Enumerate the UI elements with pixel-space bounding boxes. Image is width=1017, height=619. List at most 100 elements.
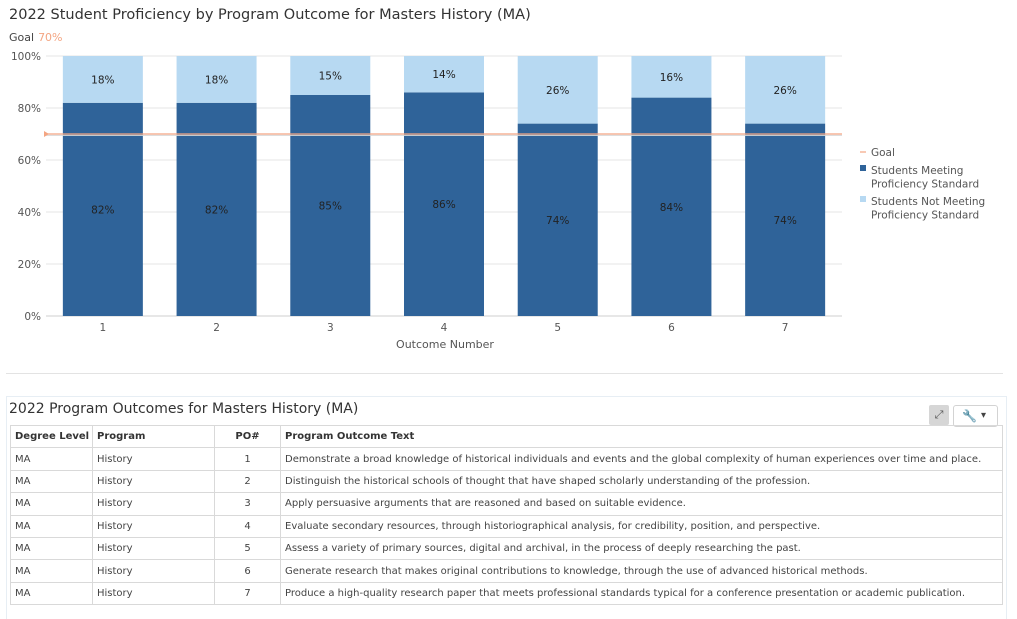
legend-goal-label: Goal <box>871 147 895 159</box>
cell-program: History <box>92 581 215 606</box>
cell-po-number: 1 <box>214 447 281 471</box>
bar-not-meeting <box>62 56 143 103</box>
chart-title: 2022 Student Proficiency by Program Outc… <box>9 7 531 23</box>
cell-po-number: 4 <box>214 514 281 538</box>
table-title: 2022 Program Outcomes for Masters Histor… <box>9 401 359 417</box>
table-row: MA History 1 Demonstrate a broad knowledge … <box>10 447 1003 471</box>
cell-outcome-text: Evaluate secondary resources, through hi… <box>280 514 1003 538</box>
x-tick-label: 6 <box>668 322 675 334</box>
data-label: 26% <box>773 85 796 97</box>
data-label: 82% <box>205 204 228 216</box>
data-label: 15% <box>319 71 342 83</box>
legend-series-label: Students Meeting Proficiency Standard <box>871 165 979 191</box>
outcomes-table-panel: 2022 Program Outcomes for Masters Histor… <box>6 396 1007 619</box>
bar-not-meeting <box>290 56 371 95</box>
data-label: 18% <box>91 74 114 86</box>
goal-caption-label: Goal <box>9 31 35 44</box>
cell-outcome-text: Distinguish the historical schools of th… <box>280 469 1003 494</box>
wrench-icon: 🔧 <box>962 409 977 423</box>
data-label: 14% <box>432 69 455 81</box>
data-label: 74% <box>546 215 569 227</box>
data-label: 16% <box>660 72 683 84</box>
table-row: MA History 7 Produce a high-quality researc… <box>10 581 1003 606</box>
legend-series-label: Students Not Meeting Proficiency Standard <box>871 196 985 222</box>
stacked-bar-chart: 0% 20% 40% 60% 80% 100% 82% 18% 1 82% 18% 2 85% 15% 3 8… <box>11 51 985 351</box>
table-row: MA History 4 Evaluate secondary resources, … <box>10 514 1003 538</box>
cell-po-number: 3 <box>214 492 281 516</box>
y-tick-label: 20% <box>18 259 41 271</box>
data-label: 86% <box>432 199 455 211</box>
table-header-row: Degree Level Program PO# Program Outcome… <box>10 424 1003 449</box>
bar-not-meeting <box>404 56 484 93</box>
goal-caption-value: 70% <box>38 31 63 44</box>
bar-meeting <box>745 123 826 316</box>
cell-program: History <box>92 536 215 561</box>
expand-button[interactable]: ⤢ <box>929 405 949 425</box>
x-tick-label: 1 <box>100 322 107 334</box>
y-tick-label: 40% <box>18 207 41 219</box>
goal-marker <box>44 131 49 137</box>
legend-swatch <box>860 196 866 202</box>
x-axis-title: Outcome Number <box>396 338 494 351</box>
bar-meeting <box>404 92 484 317</box>
x-tick-label: 4 <box>441 322 448 334</box>
y-tick-label: 80% <box>18 103 41 115</box>
cell-degree-level: MA <box>10 514 93 538</box>
cell-program: History <box>92 447 215 471</box>
x-tick-label: 2 <box>213 322 220 334</box>
y-tick-label: 0% <box>24 311 41 323</box>
data-label: 74% <box>773 215 796 227</box>
goal-caption: Goal 70% <box>9 31 63 44</box>
bar-meeting <box>517 123 598 316</box>
x-tick-label: 5 <box>554 322 561 334</box>
data-label: 18% <box>205 74 228 86</box>
cell-po-number: 7 <box>214 581 281 606</box>
header-outcome-text[interactable]: Program Outcome Text <box>280 424 1003 449</box>
table-row: MA History 5 Assess a variety of primary so… <box>10 536 1003 561</box>
table-row: MA History 3 Apply persuasive arguments tha… <box>10 492 1003 516</box>
chevron-down-icon: ▾ <box>981 410 987 421</box>
bar-not-meeting <box>517 56 598 124</box>
bar-meeting <box>176 102 257 316</box>
table-row: MA History 6 Generate research that makes o… <box>10 559 1003 583</box>
cell-po-number: 2 <box>214 469 281 494</box>
data-label: 82% <box>91 204 114 216</box>
bar-not-meeting <box>745 56 826 124</box>
x-tick-label: 7 <box>782 322 789 334</box>
expand-icon: ⤢ <box>934 408 944 421</box>
cell-program: History <box>92 492 215 516</box>
cell-degree-level: MA <box>10 559 93 583</box>
data-label: 84% <box>660 202 683 214</box>
table-row: MA History 2 Distinguish the historical sch… <box>10 469 1003 494</box>
cell-outcome-text: Assess a variety of primary sources, dig… <box>280 536 1003 561</box>
data-label: 26% <box>546 85 569 97</box>
bar-meeting <box>62 102 143 316</box>
y-tick-label: 60% <box>18 155 41 167</box>
cell-degree-level: MA <box>10 447 93 471</box>
data-label: 85% <box>319 201 342 213</box>
header-program[interactable]: Program <box>92 424 215 449</box>
cell-degree-level: MA <box>10 536 93 561</box>
header-po-number[interactable]: PO# <box>214 424 281 449</box>
cell-po-number: 6 <box>214 559 281 583</box>
y-tick-label: 100% <box>11 51 41 63</box>
cell-outcome-text: Demonstrate a broad knowledge of histori… <box>280 447 1003 471</box>
bar-not-meeting <box>631 56 712 98</box>
cell-program: History <box>92 469 215 494</box>
legend-swatch <box>860 165 866 171</box>
cell-outcome-text: Produce a high-quality research paper th… <box>280 581 1003 606</box>
outcomes-table: Degree Level Program PO# Program Outcome… <box>10 424 1003 606</box>
section-divider <box>6 373 1003 374</box>
cell-outcome-text: Apply persuasive arguments that are reas… <box>280 492 1003 516</box>
header-degree-level[interactable]: Degree Level <box>10 424 93 449</box>
bar-meeting <box>290 95 371 316</box>
cell-degree-level: MA <box>10 581 93 606</box>
cell-degree-level: MA <box>10 492 93 516</box>
bar-not-meeting <box>176 56 257 103</box>
tools-menu-button[interactable]: 🔧 ▾ <box>953 405 998 427</box>
x-tick-label: 3 <box>327 322 334 334</box>
cell-outcome-text: Generate research that makes original co… <box>280 559 1003 583</box>
cell-program: History <box>92 514 215 538</box>
cell-program: History <box>92 559 215 583</box>
cell-po-number: 5 <box>214 536 281 561</box>
